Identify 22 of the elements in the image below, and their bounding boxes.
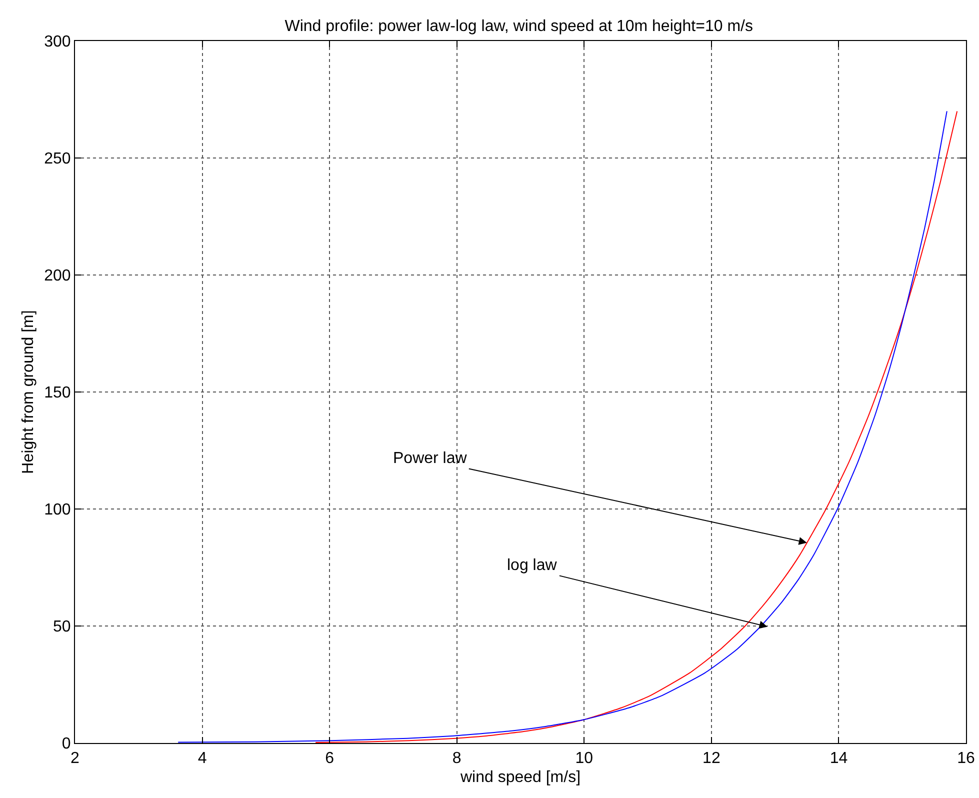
annotation: Power law	[393, 450, 468, 467]
x-tick-label: 14	[830, 750, 848, 768]
x-axis-title: wind speed [m/s]	[459, 768, 581, 786]
x-tick-label: 8	[452, 750, 462, 768]
y-tick-label: 250	[44, 150, 71, 168]
y-tick-label: 200	[44, 268, 71, 285]
x-tick-label: 4	[198, 750, 207, 768]
y-tick-label: 100	[44, 502, 71, 519]
x-tick-label: 12	[702, 750, 720, 768]
y-tick-label: 0	[62, 736, 71, 753]
y-tick-label: 300	[44, 34, 71, 51]
x-tick-label: 6	[325, 750, 334, 768]
x-tick-label: 2	[70, 750, 80, 768]
y-tick-label: 150	[44, 384, 71, 402]
line-series	[315, 110, 958, 743]
line-series	[178, 110, 948, 743]
x-tick-label: 16	[957, 750, 975, 768]
x-tick-label: 10	[575, 750, 594, 768]
y-tick-label: 50	[53, 618, 71, 636]
annotation: log law	[507, 557, 558, 574]
chart-title: Wind profile: power law-log law, wind speed at 10m height=10 m/s	[284, 18, 753, 36]
y-axis-title: Height from ground [m]	[20, 310, 37, 474]
